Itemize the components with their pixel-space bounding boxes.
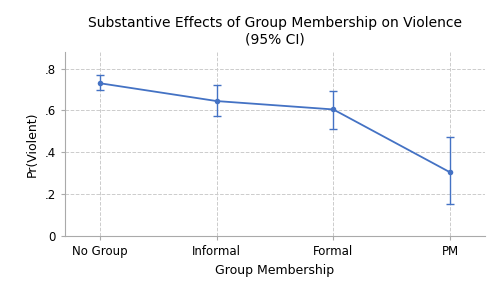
X-axis label: Group Membership: Group Membership [216,264,334,277]
Y-axis label: Pr(Violent): Pr(Violent) [26,111,39,177]
Title: Substantive Effects of Group Membership on Violence
(95% CI): Substantive Effects of Group Membership … [88,16,462,46]
